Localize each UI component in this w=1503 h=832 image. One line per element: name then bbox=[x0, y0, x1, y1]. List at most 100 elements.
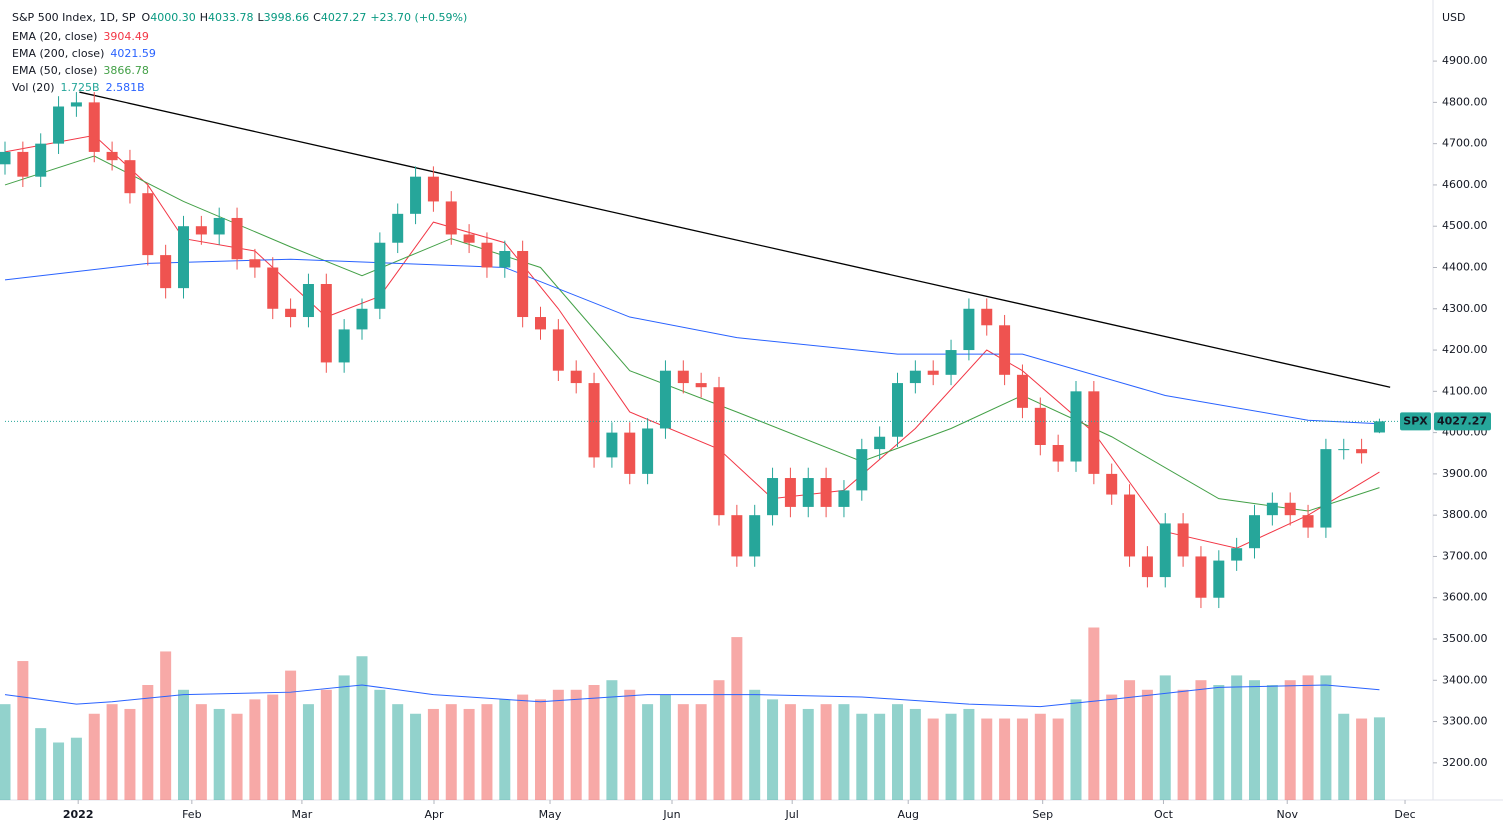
candle-body bbox=[320, 284, 332, 363]
volume-bar bbox=[481, 704, 493, 800]
candle-body bbox=[1141, 556, 1153, 578]
candle-body bbox=[285, 308, 297, 318]
x-tick-label: May bbox=[539, 808, 562, 821]
volume-bar bbox=[1231, 675, 1243, 800]
candle-body bbox=[106, 151, 118, 161]
candle-body bbox=[1266, 502, 1278, 516]
volume-bar bbox=[124, 708, 136, 800]
candle-body bbox=[1302, 515, 1314, 528]
volume-bar bbox=[999, 718, 1011, 800]
ohlc-value: 4000.30 bbox=[150, 11, 196, 24]
candle-body bbox=[1320, 449, 1332, 528]
candle-body bbox=[713, 387, 725, 516]
candle-body bbox=[1195, 556, 1207, 598]
y-tick-label: 3700.00 bbox=[1442, 549, 1488, 562]
volume-bar bbox=[535, 699, 546, 800]
candle-body bbox=[695, 383, 707, 388]
symbol-box bbox=[1400, 412, 1431, 431]
candle-body bbox=[999, 325, 1011, 375]
candle-body bbox=[1052, 444, 1064, 462]
volume-bar bbox=[445, 704, 457, 800]
volume-bar bbox=[1034, 713, 1046, 800]
y-tick-label: 3200.00 bbox=[1442, 756, 1488, 769]
x-tick-label: 2022 bbox=[63, 808, 94, 821]
candle-body bbox=[731, 515, 743, 557]
volume-bar bbox=[1356, 718, 1368, 800]
ohlc-value: 3998.66 bbox=[264, 11, 310, 24]
x-tick-label: Jun bbox=[662, 808, 680, 821]
volume-bar bbox=[106, 704, 118, 800]
candle-body bbox=[981, 308, 993, 326]
symbol-label: SPX bbox=[1403, 414, 1428, 427]
legend-value: 3866.78 bbox=[103, 64, 149, 77]
y-tick-label: 4400.00 bbox=[1442, 260, 1488, 273]
x-tick-label: Apr bbox=[424, 808, 444, 821]
volume-bar bbox=[392, 704, 404, 800]
ema-line bbox=[4, 258, 1380, 425]
legend-name: EMA (20, close) bbox=[12, 30, 97, 43]
y-tick-label: 3500.00 bbox=[1442, 632, 1488, 645]
candle-body bbox=[1249, 515, 1260, 549]
y-tick-label: 4700.00 bbox=[1442, 137, 1488, 150]
candle-body bbox=[1338, 449, 1350, 451]
candle-body bbox=[1213, 560, 1225, 598]
x-tick-label: Jul bbox=[785, 808, 799, 821]
volume-bar bbox=[1016, 718, 1028, 800]
candle-body bbox=[856, 449, 868, 491]
legend-entry: EMA (50, close) 3866.78 bbox=[12, 64, 149, 77]
volume-bar bbox=[659, 694, 671, 800]
volume-bar bbox=[142, 685, 154, 800]
volume-bar bbox=[624, 689, 636, 800]
candle-body bbox=[195, 226, 207, 235]
volume-bar bbox=[88, 713, 100, 800]
volume-bar bbox=[1159, 675, 1171, 800]
legend-name: EMA (50, close) bbox=[12, 64, 97, 77]
candle-body bbox=[1177, 523, 1189, 557]
volume-bar bbox=[70, 737, 82, 800]
ohlc-value: 4027.27 bbox=[321, 11, 367, 24]
volume-bar bbox=[695, 704, 707, 800]
volume-bar bbox=[892, 704, 903, 800]
legend-value: 1.725B bbox=[61, 81, 100, 94]
volume-bar bbox=[981, 718, 993, 800]
volume-bar bbox=[1320, 675, 1332, 800]
volume-bar bbox=[713, 680, 725, 800]
y-tick-label: 4100.00 bbox=[1442, 384, 1488, 397]
volume-bar bbox=[1070, 699, 1082, 800]
volume-bar bbox=[909, 708, 921, 800]
volume-bar bbox=[927, 718, 939, 800]
candle-body bbox=[249, 259, 261, 268]
candle-body bbox=[445, 201, 457, 235]
volume-bar bbox=[570, 689, 582, 800]
ohlc-key: O bbox=[142, 11, 151, 24]
symbol-name: S&P 500 Index, 1D, SP bbox=[12, 11, 136, 24]
volume-bar bbox=[356, 656, 368, 800]
x-tick-label: Dec bbox=[1394, 808, 1415, 821]
ohlc-key: C bbox=[313, 11, 321, 24]
candle-body bbox=[749, 515, 761, 557]
candle-body bbox=[892, 383, 903, 437]
candle-body bbox=[1284, 502, 1296, 516]
y-tick-label: 4200.00 bbox=[1442, 343, 1488, 356]
volume-bar bbox=[195, 704, 207, 800]
volume-bar bbox=[53, 742, 65, 800]
y-tick-label: 3300.00 bbox=[1442, 715, 1488, 728]
candle-body bbox=[909, 370, 921, 384]
volume-bar bbox=[17, 661, 29, 800]
candle-body bbox=[802, 478, 814, 507]
candle-body bbox=[70, 102, 82, 107]
candle-body bbox=[588, 383, 600, 458]
volume-bar bbox=[0, 704, 11, 800]
volume-bar bbox=[1213, 685, 1225, 800]
candle-body bbox=[178, 226, 189, 289]
volume-bar bbox=[374, 689, 386, 800]
candle-body bbox=[767, 478, 779, 516]
candle-body bbox=[677, 370, 689, 384]
candle-body bbox=[517, 250, 529, 318]
candle-body bbox=[606, 432, 618, 458]
volume-bar bbox=[749, 689, 761, 800]
volume-bar bbox=[302, 704, 314, 800]
volume-bar bbox=[1124, 680, 1136, 800]
candle-body bbox=[1106, 473, 1118, 495]
candle-body bbox=[1034, 407, 1046, 445]
